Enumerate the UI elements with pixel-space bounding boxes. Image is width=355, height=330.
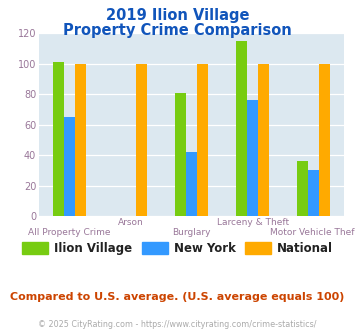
Text: Burglary: Burglary xyxy=(173,228,211,237)
Bar xyxy=(236,41,247,216)
Text: Arson: Arson xyxy=(118,218,143,227)
Bar xyxy=(258,63,269,216)
Text: Motor Vehicle Theft: Motor Vehicle Theft xyxy=(270,228,355,237)
Text: 2019 Ilion Village: 2019 Ilion Village xyxy=(106,8,249,23)
Bar xyxy=(319,63,330,216)
Text: Property Crime Comparison: Property Crime Comparison xyxy=(63,23,292,38)
Bar xyxy=(175,92,186,216)
Bar xyxy=(308,170,319,216)
Bar xyxy=(64,117,75,216)
Text: © 2025 CityRating.com - https://www.cityrating.com/crime-statistics/: © 2025 CityRating.com - https://www.city… xyxy=(38,320,317,329)
Bar xyxy=(53,62,64,216)
Bar xyxy=(197,63,208,216)
Legend: Ilion Village, New York, National: Ilion Village, New York, National xyxy=(17,237,338,260)
Bar xyxy=(247,100,258,216)
Bar xyxy=(186,152,197,216)
Bar xyxy=(136,63,147,216)
Text: Compared to U.S. average. (U.S. average equals 100): Compared to U.S. average. (U.S. average … xyxy=(10,292,345,302)
Bar xyxy=(75,63,86,216)
Text: Larceny & Theft: Larceny & Theft xyxy=(217,218,289,227)
Text: All Property Crime: All Property Crime xyxy=(28,228,111,237)
Bar xyxy=(297,161,308,216)
